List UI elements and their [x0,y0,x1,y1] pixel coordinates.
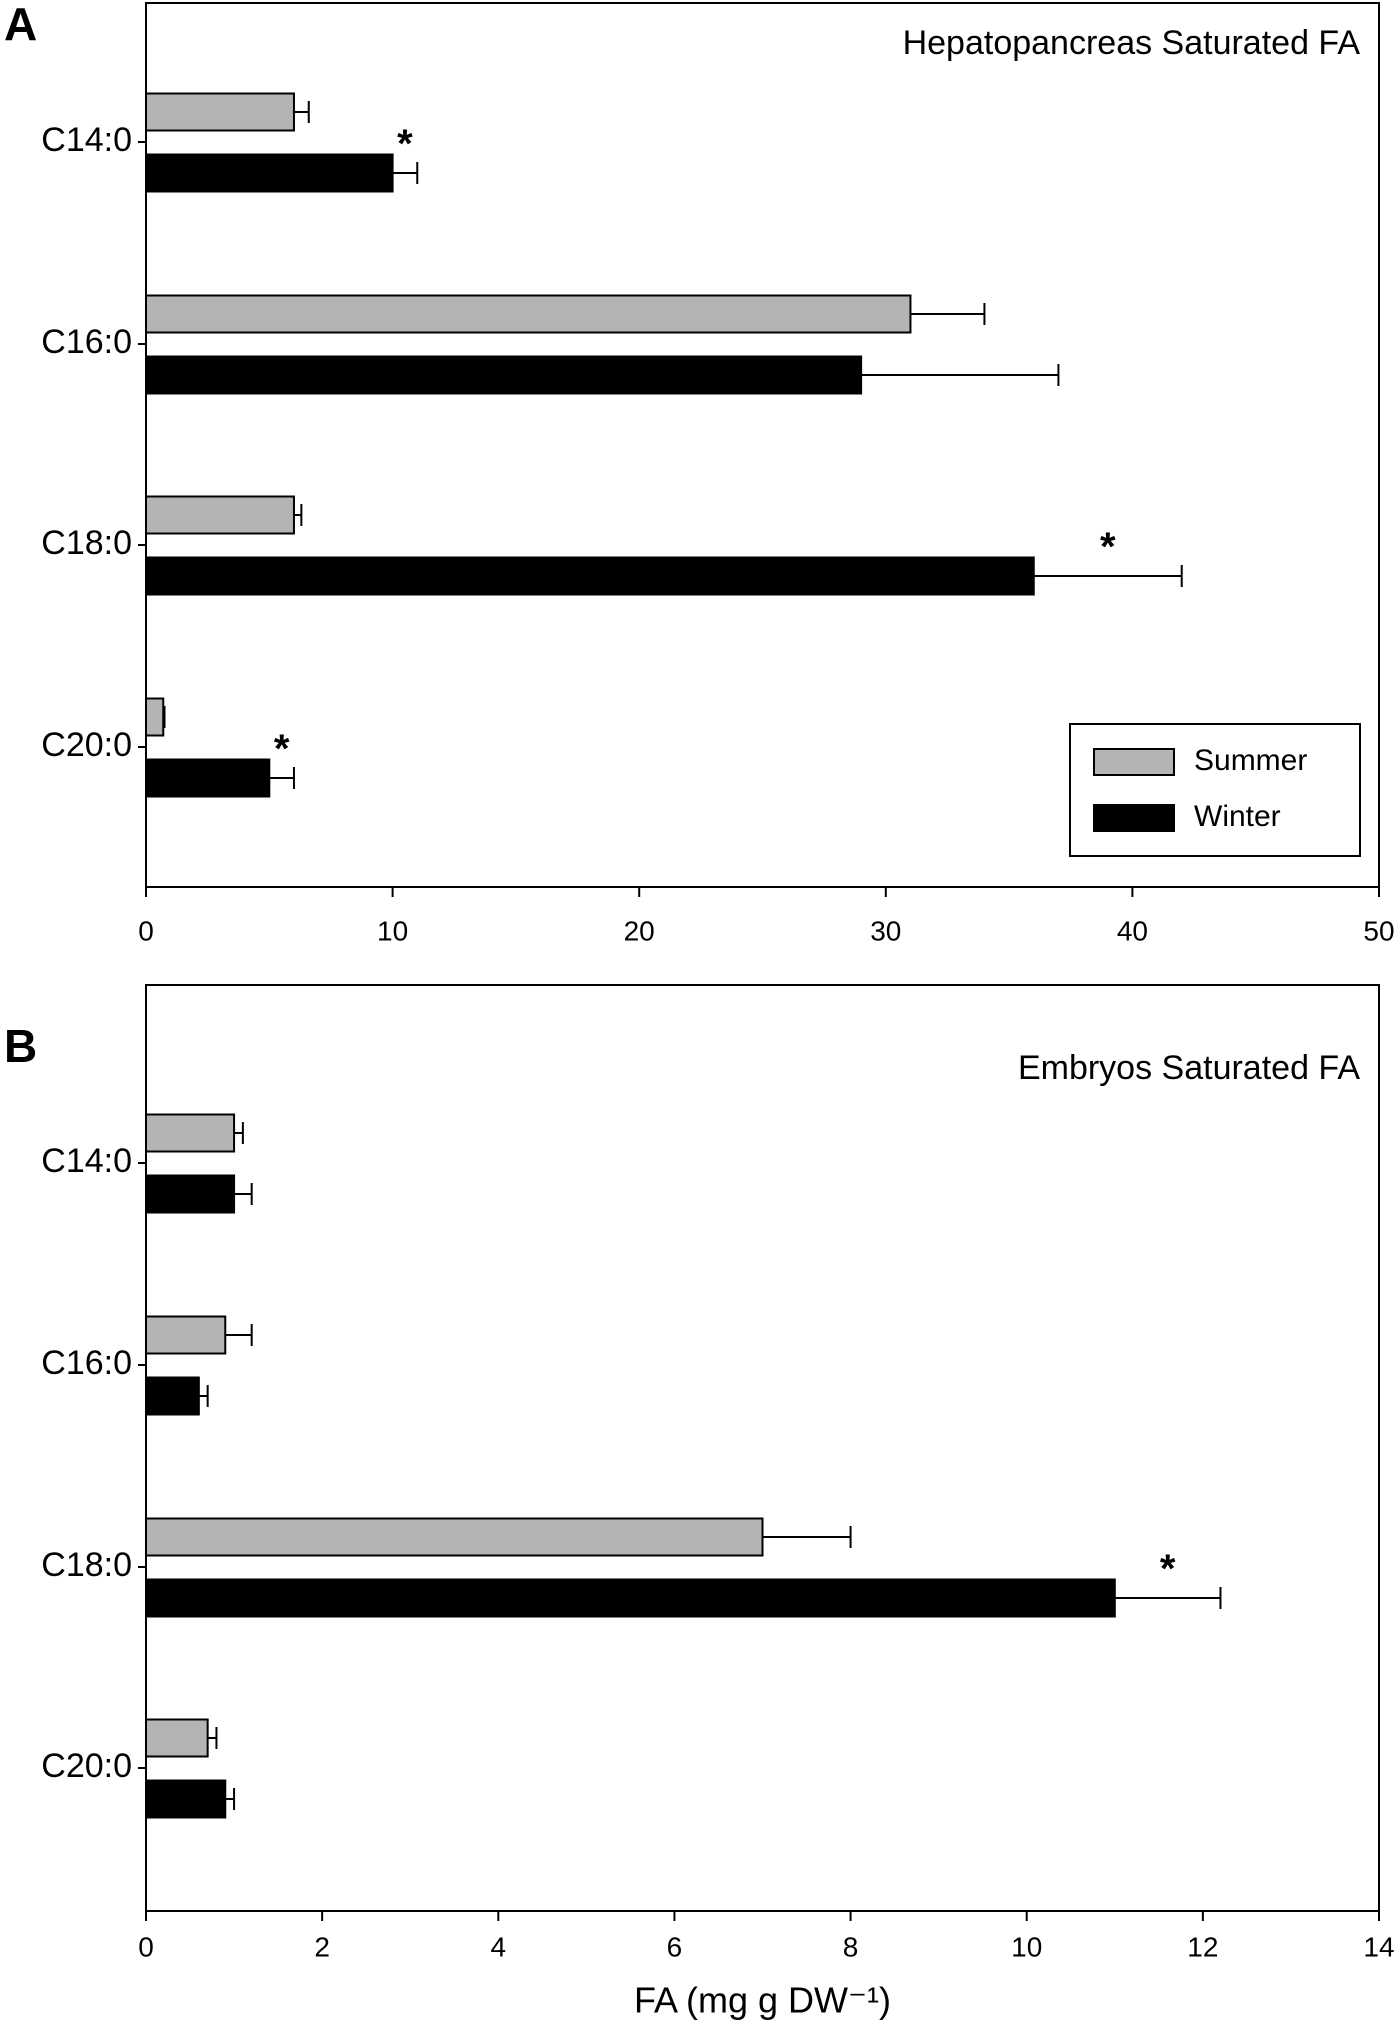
x-tick-label: 40 [1117,915,1148,946]
y-tick-label: C20:0 [41,1747,132,1785]
x-tick-label: 30 [870,915,901,946]
y-tick-label: C14:0 [41,121,132,159]
y-tick-label: C14:0 [41,1142,132,1180]
bar [145,1517,764,1557]
significance-marker: * [397,122,413,166]
legend-swatch [1093,804,1175,832]
plot-frame [145,984,1380,1912]
y-tick-label: C16:0 [41,323,132,361]
bar [145,1779,227,1819]
bar [145,495,295,535]
y-tick-label: C20:0 [41,726,132,764]
legend-swatch [1093,748,1175,776]
x-tick-label: 6 [667,1931,683,1962]
bar [145,1174,236,1214]
x-tick-label: 50 [1363,915,1394,946]
significance-marker: * [1100,525,1116,569]
bar [145,153,394,193]
x-tick-label: 10 [377,915,408,946]
bar [145,1113,236,1153]
bar [145,697,165,737]
x-tick-label: 10 [1011,1931,1042,1962]
bar [145,294,912,334]
x-tick-label: 14 [1363,1931,1394,1962]
significance-marker: * [274,727,290,771]
bar [145,355,863,395]
x-tick-label: 8 [843,1931,859,1962]
y-tick-label: C18:0 [41,524,132,562]
y-tick-label: C18:0 [41,1546,132,1584]
significance-marker: * [1160,1547,1176,1591]
bar [145,1718,209,1758]
bar [145,1578,1116,1618]
bar [145,556,1035,596]
plot-frame [145,2,1380,888]
x-tick-label: 20 [624,915,655,946]
legend-label: Summer [1194,744,1307,777]
x-tick-label: 0 [138,1931,154,1962]
x-tick-label: 12 [1187,1931,1218,1962]
y-tick-label: C16:0 [41,1344,132,1382]
panel-label: B [4,1020,37,1072]
bar [145,1376,200,1416]
x-tick-label: 4 [490,1931,506,1962]
x-axis-label: FA (mg g DW⁻¹) [634,1980,891,2021]
chart-title: Hepatopancreas Saturated FA [903,24,1361,62]
x-tick-label: 0 [138,915,154,946]
bar [145,758,271,798]
x-tick-label: 2 [314,1931,330,1962]
legend-box [1069,723,1361,857]
bar [145,1315,227,1355]
panel-label: A [4,0,37,50]
bar [145,92,295,132]
legend-label: Winter [1194,800,1281,833]
chart-title: Embryos Saturated FA [1018,1049,1360,1087]
